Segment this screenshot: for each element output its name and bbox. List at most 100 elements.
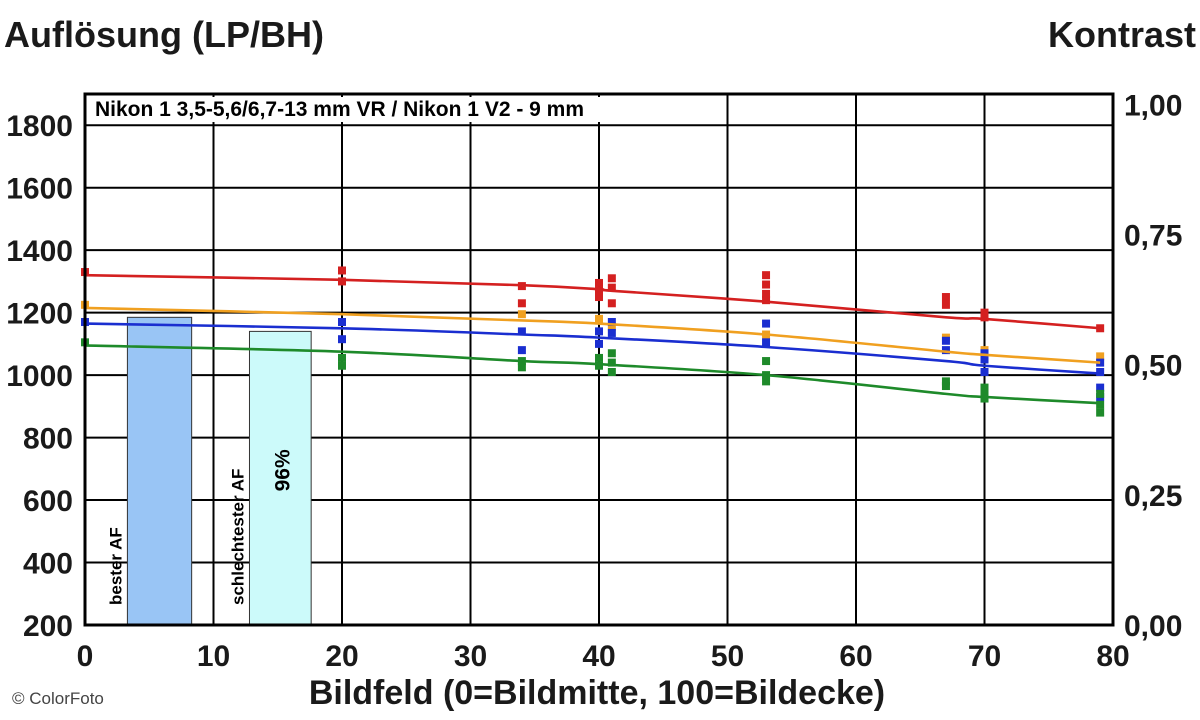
y-tick-1800: 1800 xyxy=(6,110,73,143)
series-3-point-16 xyxy=(980,367,989,376)
series-4-point-3 xyxy=(338,361,346,370)
series-line-3 xyxy=(84,322,1101,375)
series-1-point-18 xyxy=(980,308,989,317)
y-tick-1400: 1400 xyxy=(6,235,73,268)
series-1-point-15 xyxy=(762,296,771,305)
series-1-point-16 xyxy=(941,293,950,302)
series-3-point-13 xyxy=(941,346,950,355)
series-4-point-14 xyxy=(941,377,950,386)
series-3-point-2 xyxy=(338,318,346,327)
y2-tick-0-75: 0,75 xyxy=(1124,220,1182,253)
series-line-4 xyxy=(84,344,1101,405)
af-bar-label-1: bester AF xyxy=(106,527,125,605)
y-tick-1600: 1600 xyxy=(6,173,73,206)
series-3-point-12 xyxy=(941,336,950,345)
y-tick-200: 200 xyxy=(23,610,73,643)
series-3-point-8 xyxy=(607,318,616,327)
y2-tick-0-00: 0,00 xyxy=(1124,610,1182,643)
series-4-point-19 xyxy=(1096,389,1105,398)
series-4-point-13 xyxy=(762,377,771,386)
series-4-point-20 xyxy=(1096,400,1105,409)
y2-tick-0-50: 0,50 xyxy=(1124,350,1182,383)
series-1-point-14 xyxy=(762,289,771,298)
series-4-point-9 xyxy=(607,358,616,367)
series-1-point-10 xyxy=(607,283,616,292)
series-4-point-2 xyxy=(338,353,346,362)
series-3-point-19 xyxy=(1096,383,1105,392)
x-tick-labels: 0 10 20 30 40 50 60 70 80 xyxy=(77,640,1130,673)
series-3-point-18 xyxy=(1096,367,1105,376)
x-axis-title: Bildfeld (0=Bildmitte, 100=Bildecke) xyxy=(309,674,885,712)
series-1-point-19 xyxy=(980,313,989,322)
plot-frame xyxy=(83,92,1115,627)
af-bar-2 xyxy=(248,330,312,626)
series-2-point-4 xyxy=(607,322,616,331)
series-2-point-8 xyxy=(1096,352,1105,361)
x-tick-80: 80 xyxy=(1096,640,1129,673)
series-1-point-3 xyxy=(338,277,346,286)
series-3-point-7 xyxy=(595,339,603,348)
series-4-point-6 xyxy=(595,353,603,362)
series-4-point-8 xyxy=(607,349,616,358)
series-1-point-5 xyxy=(517,299,526,308)
y2-tick-1-00: 1,00 xyxy=(1124,89,1182,122)
series-4-point-15 xyxy=(941,382,950,391)
series-lines xyxy=(84,273,1101,405)
af-bar-1 xyxy=(126,316,193,626)
series-line-1 xyxy=(84,273,1101,330)
y2-tick-0-25: 0,25 xyxy=(1124,480,1182,513)
x-tick-40: 40 xyxy=(582,640,615,673)
series-4-point-11 xyxy=(762,357,771,366)
series-2-point-2 xyxy=(517,310,526,319)
x-tick-60: 60 xyxy=(839,640,872,673)
series-3-point-9 xyxy=(607,328,616,337)
chart-title: Nikon 1 3,5-5,6/6,7-13 mm VR / Nikon 1 V… xyxy=(95,98,584,121)
x-tick-20: 20 xyxy=(325,640,358,673)
y-tick-labels: 200 400 600 800 1000 1200 1400 1600 1800 xyxy=(6,110,73,643)
series-3-point-15 xyxy=(980,355,989,364)
series-4-point-21 xyxy=(1096,408,1105,417)
series-1-point-8 xyxy=(595,293,603,302)
y-axis-title: Auflösung (LP/BH) xyxy=(4,14,324,55)
series-3-point-6 xyxy=(595,327,603,336)
series-3-point-14 xyxy=(980,349,989,358)
af-bar-percent: 96% xyxy=(271,449,294,491)
series-3-point-5 xyxy=(517,346,526,355)
series-1-point-17 xyxy=(941,300,950,309)
series-4-point-10 xyxy=(607,367,616,376)
chart-title-background xyxy=(88,97,708,122)
series-4-point-18 xyxy=(980,394,989,403)
x-tick-30: 30 xyxy=(454,640,487,673)
x-tick-0: 0 xyxy=(77,640,94,673)
series-1-point-13 xyxy=(762,280,771,289)
series-3-point-3 xyxy=(338,335,346,344)
y2-axis-title: Kontrast xyxy=(1048,14,1196,55)
y2-tick-labels: 0,00 0,25 0,50 0,75 1,00 xyxy=(1124,89,1182,643)
y-tick-1200: 1200 xyxy=(6,298,73,331)
series-3-point-10 xyxy=(762,319,771,328)
x-tick-50: 50 xyxy=(711,640,744,673)
series-3-point-4 xyxy=(517,327,526,336)
series-1-point-2 xyxy=(338,266,346,275)
x-tick-10: 10 xyxy=(197,640,230,673)
series-1-point-11 xyxy=(607,299,616,308)
y-tick-400: 400 xyxy=(23,548,73,581)
af-bar-label-2: schlechtester AF xyxy=(228,469,247,605)
x-tick-70: 70 xyxy=(968,640,1001,673)
series-3-point-11 xyxy=(762,338,771,347)
series-4-point-17 xyxy=(980,389,989,398)
y-tick-600: 600 xyxy=(23,485,73,518)
af-bars: bester AF schlechtester AF 96% xyxy=(106,316,312,626)
copyright-label: © ColorFoto xyxy=(12,689,104,708)
series-1-point-12 xyxy=(762,271,771,280)
series-2-point-3 xyxy=(595,314,603,323)
y-tick-800: 800 xyxy=(23,423,73,456)
series-4-point-7 xyxy=(595,361,603,370)
series-4-point-5 xyxy=(517,363,526,372)
y-tick-1000: 1000 xyxy=(6,360,73,393)
series-4-point-16 xyxy=(980,383,989,392)
series-1-point-9 xyxy=(607,274,616,283)
series-1-point-6 xyxy=(595,278,603,287)
series-line-2 xyxy=(84,306,1101,364)
